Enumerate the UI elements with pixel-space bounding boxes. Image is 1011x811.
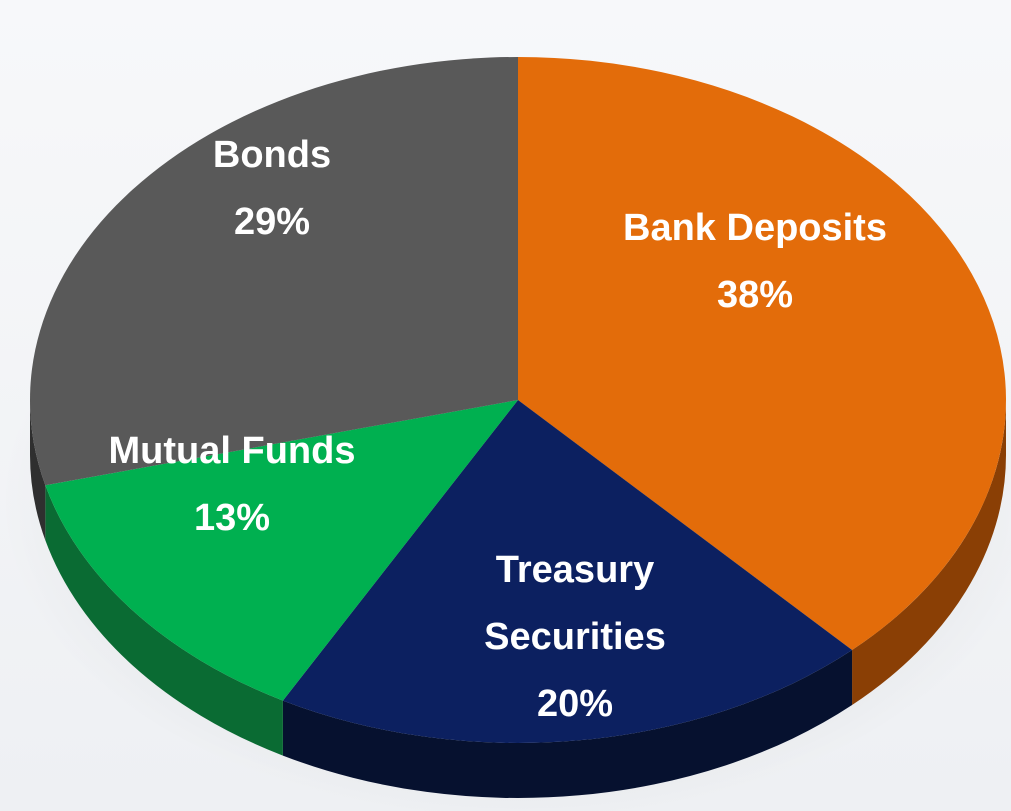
pie-slice-mutual-funds: [45, 400, 518, 701]
pie-sides: [30, 400, 1006, 798]
slice-label-bonds: Bonds: [213, 134, 331, 176]
pie-slice-bonds: [29, 57, 519, 486]
pie-slice-treasury-securities: [282, 400, 853, 743]
slice-label-mutual-funds: Mutual Funds: [109, 430, 356, 472]
pie-side-treasury-securities: [282, 650, 853, 798]
pie-side-bonds: [30, 400, 46, 541]
slice-value-label-bonds: 29%: [234, 201, 310, 243]
slice-value-label-treasury-securities: 20%: [537, 683, 613, 725]
slice-value-label-mutual-funds: 13%: [194, 497, 270, 539]
pie-side-mutual-funds: [45, 485, 283, 756]
pie-slices: [29, 57, 1007, 743]
pie-slice-bank-deposits: [518, 57, 1007, 651]
pie-labels: Bank Deposits 38% Treasury Securities 20% Mut…: [109, 134, 887, 725]
slice-label-bank-deposits: Bank Deposits: [623, 207, 887, 249]
slice-label-treasury-securities: Treasury: [496, 549, 654, 591]
slice-label-treasury-securities: Securities: [484, 616, 666, 658]
pie-side-bank-deposits: [852, 400, 1006, 706]
slice-value-label-bank-deposits: 38%: [717, 274, 793, 316]
